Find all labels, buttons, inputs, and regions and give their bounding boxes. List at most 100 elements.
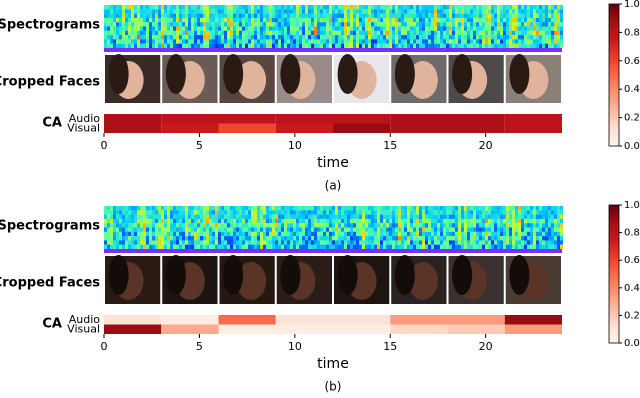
spectrogram-cell bbox=[506, 22, 509, 26]
spectrogram-cell bbox=[248, 39, 251, 43]
spectrogram-cell bbox=[179, 31, 182, 35]
spectrogram-cell bbox=[164, 245, 167, 249]
spectrogram-cell bbox=[413, 35, 416, 39]
spectrogram-cell bbox=[110, 206, 113, 210]
spectrogram-cell bbox=[305, 215, 308, 219]
spectrogram-cell bbox=[149, 22, 152, 26]
spectrogram-cell bbox=[323, 5, 326, 9]
x-tick-label: 0 bbox=[101, 139, 108, 152]
spectrogram-cell bbox=[389, 245, 392, 249]
spectrogram-cell bbox=[392, 223, 395, 227]
spectrogram-cell bbox=[335, 27, 338, 31]
spectrogram-cell bbox=[488, 236, 491, 240]
spectrogram-cell bbox=[545, 223, 548, 227]
spectrogram-cell bbox=[155, 44, 158, 48]
spectrogram-cell bbox=[362, 215, 365, 219]
spectrogram-cell bbox=[443, 245, 446, 249]
spectrogram-cell bbox=[134, 5, 137, 9]
spectrogram-cell bbox=[251, 206, 254, 210]
spectrogram-cell bbox=[176, 35, 179, 39]
spectrogram-cell bbox=[515, 9, 518, 13]
spectrogram-cell bbox=[545, 35, 548, 39]
spectrogram-cell bbox=[287, 22, 290, 26]
spectrogram-cell bbox=[500, 27, 503, 31]
spectrogram-cell bbox=[209, 223, 212, 227]
spectrogram-cell bbox=[245, 35, 248, 39]
spectrogram-cell bbox=[365, 210, 368, 214]
spectrogram-cell bbox=[200, 206, 203, 210]
spectrogram-cell bbox=[290, 39, 293, 43]
spectrogram-cell bbox=[509, 228, 512, 232]
spectrogram-cell bbox=[329, 228, 332, 232]
spectrogram-cell bbox=[332, 228, 335, 232]
spectrogram-cell bbox=[203, 39, 206, 43]
spectrogram-cell bbox=[425, 9, 428, 13]
spectrogram-cell bbox=[392, 210, 395, 214]
spectrogram-cell bbox=[413, 27, 416, 31]
spectrogram-cell bbox=[134, 236, 137, 240]
spectrogram-cell bbox=[452, 215, 455, 219]
spectrogram-cell bbox=[323, 14, 326, 18]
spectrogram-cell bbox=[293, 44, 296, 48]
spectrogram-cell bbox=[122, 219, 125, 223]
spectrogram-cell bbox=[254, 22, 257, 26]
spectrogram-cell bbox=[266, 5, 269, 9]
spectrogram-cell bbox=[428, 232, 431, 236]
spectrogram-cell bbox=[215, 215, 218, 219]
spectrogram-cell bbox=[338, 44, 341, 48]
spectrogram-cell bbox=[269, 44, 272, 48]
spectrogram-cell bbox=[365, 14, 368, 18]
spectrogram-cell bbox=[545, 219, 548, 223]
spectrogram-cell bbox=[527, 22, 530, 26]
spectrogram-cell bbox=[113, 228, 116, 232]
spectrogram-cell bbox=[428, 44, 431, 48]
spectrogram-cell bbox=[428, 223, 431, 227]
spectrogram-cell bbox=[344, 236, 347, 240]
x-tick-label: 20 bbox=[479, 139, 493, 152]
spectrogram-cell bbox=[401, 228, 404, 232]
spectrogram-cell bbox=[374, 9, 377, 13]
spectrogram-cell bbox=[230, 236, 233, 240]
spectrogram-cell bbox=[374, 219, 377, 223]
spectrogram-cell bbox=[452, 31, 455, 35]
spectrogram-cell bbox=[329, 223, 332, 227]
spectrogram-cell bbox=[386, 5, 389, 9]
spectrogram-cell bbox=[227, 14, 230, 18]
spectrogram-cell bbox=[263, 215, 266, 219]
spectrogram-cell bbox=[470, 22, 473, 26]
spectrogram-cell bbox=[134, 245, 137, 249]
spectrogram-cell bbox=[236, 39, 239, 43]
spectrogram-cell bbox=[518, 18, 521, 22]
spectrogram-cell bbox=[116, 9, 119, 13]
spectrogram-cell bbox=[419, 44, 422, 48]
heatmap-cell bbox=[276, 325, 333, 335]
spectrogram-cell bbox=[374, 31, 377, 35]
spectrogram-cell bbox=[224, 39, 227, 43]
spectrogram-cell bbox=[149, 210, 152, 214]
spectrogram-cell bbox=[431, 245, 434, 249]
spectrogram-cell bbox=[302, 5, 305, 9]
spectrogram-cell bbox=[194, 245, 197, 249]
spectrogram-cell bbox=[311, 232, 314, 236]
spectrogram-cell bbox=[299, 240, 302, 244]
spectrogram-cell bbox=[215, 219, 218, 223]
spectrogram-cell bbox=[539, 35, 542, 39]
caption: (a) bbox=[325, 179, 342, 193]
row-label: CA bbox=[42, 116, 62, 131]
spectrogram-cell bbox=[173, 240, 176, 244]
spectrogram-cell bbox=[527, 240, 530, 244]
spectrogram-cell bbox=[518, 44, 521, 48]
spectrogram-cell bbox=[347, 22, 350, 26]
spectrogram-cell bbox=[143, 35, 146, 39]
spectrogram-cell bbox=[314, 236, 317, 240]
spectrogram-cell bbox=[518, 236, 521, 240]
spectrogram-cell bbox=[512, 210, 515, 214]
spectrogram-cell bbox=[317, 5, 320, 9]
spectrogram-cell bbox=[296, 236, 299, 240]
spectrogram-cell bbox=[419, 232, 422, 236]
spectrogram-cell bbox=[383, 22, 386, 26]
spectrogram-cell bbox=[209, 210, 212, 214]
spectrogram-cell bbox=[263, 240, 266, 244]
spectrogram-cell bbox=[230, 27, 233, 31]
spectrogram-cell bbox=[365, 236, 368, 240]
